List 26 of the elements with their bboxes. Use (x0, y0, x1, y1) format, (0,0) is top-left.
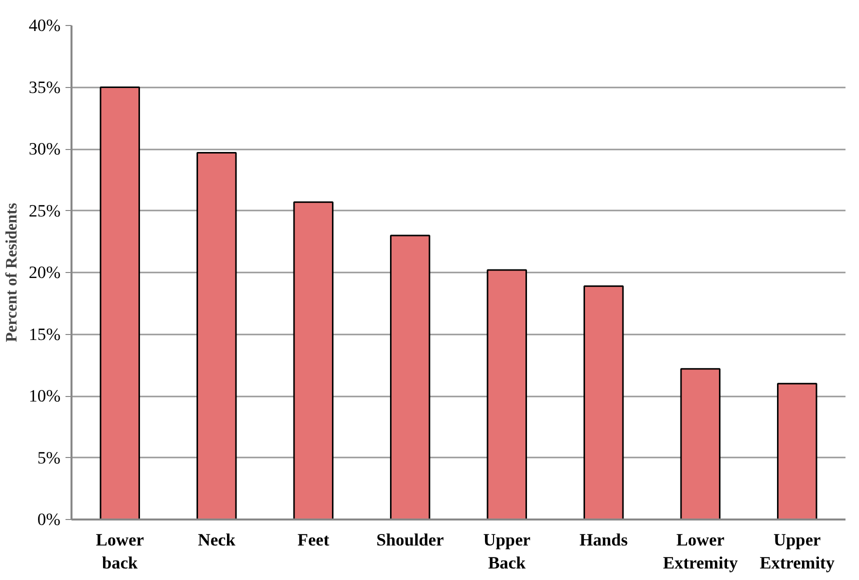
x-tick-label: Neck (198, 530, 236, 550)
bar (777, 382, 818, 520)
x-tick-label: Shoulder (376, 530, 444, 550)
y-tick-label: 0% (37, 510, 61, 529)
y-tick-label: 15% (28, 324, 61, 344)
x-tick-label: Hands (580, 530, 628, 550)
bar (390, 234, 430, 520)
bar (680, 368, 720, 520)
bar (584, 285, 624, 520)
bar (196, 152, 237, 520)
y-tick-label: 25% (28, 201, 61, 220)
y-tick-label: 5% (37, 448, 61, 468)
y-tick-label: 20% (28, 263, 61, 282)
x-tick-label: Lower back (96, 530, 144, 572)
y-tick-label: 40% (28, 16, 61, 35)
x-tick-label: Upper Extremity (760, 530, 835, 572)
y-tick-label: 10% (28, 386, 61, 406)
y-tick-label: 35% (28, 78, 61, 97)
y-tick-label: 30% (28, 140, 61, 158)
bar (100, 86, 140, 520)
x-tick-label: Lower Extremity (663, 530, 738, 572)
bar (293, 201, 334, 520)
y-axis-title: Percent of Residents (4, 202, 21, 342)
bar (486, 269, 527, 520)
x-tick-label: Upper Back (483, 530, 531, 572)
x-tick-label: Feet (298, 530, 330, 550)
